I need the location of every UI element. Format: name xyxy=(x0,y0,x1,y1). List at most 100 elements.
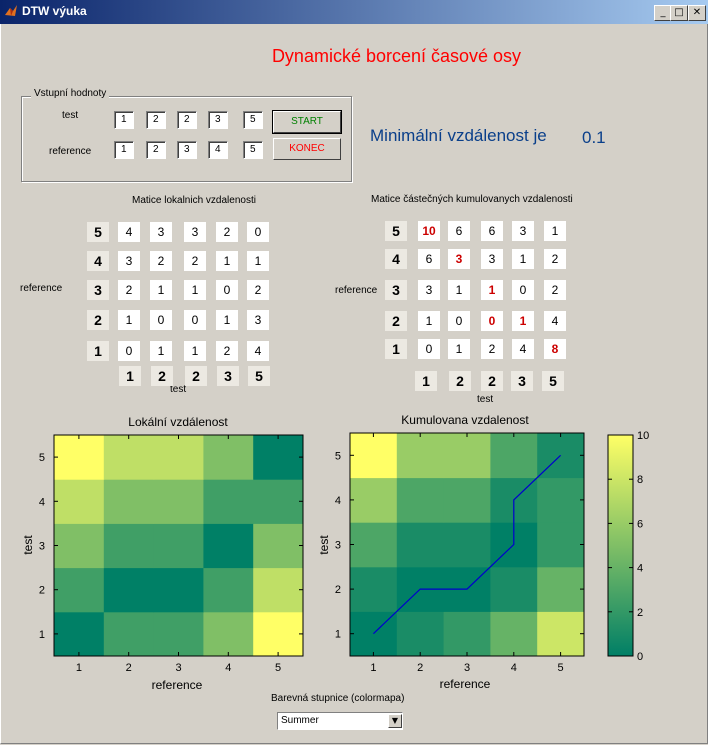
colorbar-tick-label: 2 xyxy=(637,607,643,619)
x-tick-label: 5 xyxy=(558,662,564,674)
cumulative_matrix-row-header: 3 xyxy=(385,280,407,300)
heatmap-cell xyxy=(153,567,204,613)
dtw-path-line xyxy=(372,454,562,635)
colormap-label: Barevná stupnice (colormapa) xyxy=(271,693,405,704)
reference-input-4[interactable]: 4 xyxy=(208,141,228,159)
heatmap-cell xyxy=(253,523,304,569)
local_matrix-cell: 0 xyxy=(118,341,140,361)
cumulative_matrix-col-header: 3 xyxy=(511,371,533,391)
local_matrix-cell: 2 xyxy=(247,280,269,300)
heatmap-cell xyxy=(537,477,585,523)
reference-input-5[interactable]: 5 xyxy=(243,141,263,159)
heatmap-cell xyxy=(54,611,105,657)
x-tick-label: 3 xyxy=(464,662,470,674)
cumulative_matrix-cell: 0 xyxy=(512,280,534,300)
y-tick-label: 3 xyxy=(39,541,45,553)
konec-button[interactable]: KONEC xyxy=(273,138,341,160)
heatmap-cell xyxy=(396,477,445,523)
heatmap-cell xyxy=(350,566,398,612)
chevron-down-icon[interactable]: ▼ xyxy=(388,714,402,728)
heatmap-cell xyxy=(350,522,398,568)
min-distance-value: 0.1 xyxy=(582,128,606,147)
local_matrix-cell: 1 xyxy=(216,310,238,330)
local_matrix-cell: 1 xyxy=(184,280,206,300)
heatmap-cell xyxy=(490,566,538,612)
test-input-1[interactable]: 1 xyxy=(114,111,134,129)
cumulative_matrix-row-header: 5 xyxy=(385,221,407,241)
cumulative_matrix-cell: 1 xyxy=(512,311,534,331)
local_matrix-cell: 1 xyxy=(150,280,172,300)
chart-xlabel-local: reference xyxy=(152,678,203,692)
local_matrix-col-header: 5 xyxy=(248,366,270,386)
cumulative_matrix-cell: 3 xyxy=(418,280,440,300)
y-tick-label: 4 xyxy=(39,496,45,508)
local_matrix-cell: 0 xyxy=(216,280,238,300)
heatmap-cell xyxy=(54,523,105,569)
test-label: test xyxy=(62,110,79,121)
cumulative_matrix-col-header: 5 xyxy=(542,371,564,391)
local_matrix-cell: 0 xyxy=(184,310,206,330)
local_matrix-col-header: 1 xyxy=(119,366,141,386)
close-button[interactable]: ✕ xyxy=(688,5,706,21)
heatmap-cell xyxy=(537,611,585,657)
local_matrix-cell: 2 xyxy=(184,251,206,271)
heatmap-cell xyxy=(203,479,254,524)
colorbar xyxy=(607,434,634,657)
heatmap-cell xyxy=(153,523,204,569)
heatmap-cell xyxy=(396,433,445,479)
local-matrix-col-label: test xyxy=(170,384,187,395)
chart-ylabel-local: test xyxy=(21,535,35,555)
local_matrix-row-header: 5 xyxy=(87,222,109,242)
local_matrix-cell: 0 xyxy=(247,222,269,242)
local_matrix-cell: 2 xyxy=(216,222,238,242)
cumulative_matrix-cell: 1 xyxy=(544,221,566,241)
heatmap-cell xyxy=(253,479,304,524)
heatmap-cell xyxy=(153,479,204,524)
test-input-2[interactable]: 2 xyxy=(146,111,166,129)
cumulative_matrix-cell: 3 xyxy=(481,249,503,269)
x-tick-label: 2 xyxy=(417,662,423,674)
cumulative_matrix-cell: 1 xyxy=(448,339,470,359)
cumulative_matrix-col-header: 1 xyxy=(415,371,437,391)
test-input-5[interactable]: 5 xyxy=(243,111,263,129)
heatmap-cell xyxy=(253,567,304,613)
title-bar: DTW výuka _ □ ✕ xyxy=(0,0,708,24)
start-button[interactable]: START xyxy=(272,110,342,134)
heatmap-cell xyxy=(443,611,491,657)
cumulative_matrix-row-header: 4 xyxy=(385,249,407,269)
local_matrix-cell: 2 xyxy=(150,251,172,271)
maximize-button[interactable]: □ xyxy=(670,5,688,21)
colorbar-tick-label: 8 xyxy=(637,474,643,486)
local_matrix-row-header: 2 xyxy=(87,310,109,330)
local_matrix-col-header: 3 xyxy=(217,366,239,386)
heatmap-cell xyxy=(103,567,155,613)
colorbar-tick-label: 0 xyxy=(637,651,643,663)
y-tick-label: 3 xyxy=(335,540,341,552)
colormap-select[interactable]: Summer xyxy=(277,712,403,730)
reference-input-3[interactable]: 3 xyxy=(177,141,197,159)
local-matrix-title: Matice lokalnich vzdalenosti xyxy=(132,195,256,206)
test-input-3[interactable]: 2 xyxy=(177,111,197,129)
min-distance-label: Minimální vzdálenost je xyxy=(370,126,547,145)
y-tick-label: 1 xyxy=(39,629,45,641)
local_matrix-cell: 1 xyxy=(118,310,140,330)
cumulative-matrix-col-label: test xyxy=(477,394,494,405)
cumulative_matrix-col-header: 2 xyxy=(449,371,471,391)
x-tick-label: 1 xyxy=(76,662,82,674)
test-input-4[interactable]: 3 xyxy=(208,111,228,129)
local_matrix-row-header: 1 xyxy=(87,341,109,361)
x-tick-label: 2 xyxy=(126,662,132,674)
heatmap-cell xyxy=(396,611,445,657)
heatmap-cell xyxy=(490,611,538,657)
heatmap-cell xyxy=(54,479,105,524)
reference-input-1[interactable]: 1 xyxy=(114,141,134,159)
cumulative_matrix-cell: 4 xyxy=(512,339,534,359)
chart-title-local: Lokální vzdálenost xyxy=(128,415,228,429)
cumulative-matrix-title: Matice částečných kumulovanych vzdalenos… xyxy=(371,194,573,205)
y-tick-label: 2 xyxy=(335,584,341,596)
reference-input-2[interactable]: 2 xyxy=(146,141,166,159)
local_matrix-cell: 4 xyxy=(118,222,140,242)
heatmap-cell xyxy=(350,433,398,479)
page-title: Dynamické borcení časové osy xyxy=(271,46,522,66)
